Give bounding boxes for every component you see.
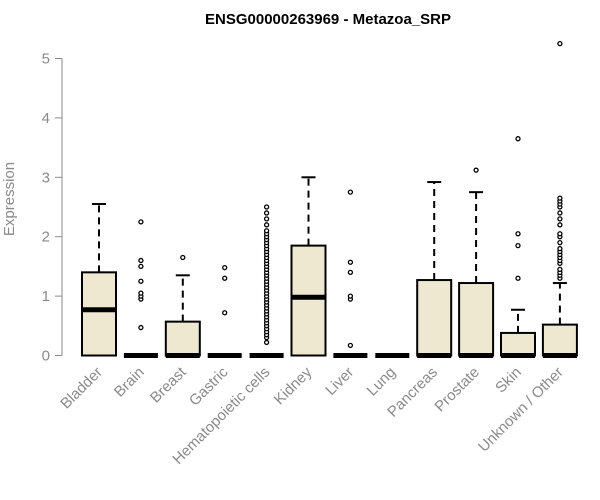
outlier-point (263, 222, 270, 228)
outlier-point (263, 339, 270, 346)
x-tick-label: Lung (364, 364, 400, 400)
outlier-point (515, 231, 521, 237)
y-tick-label: 3 (42, 169, 50, 186)
x-tick-label: Bladder (57, 364, 106, 413)
outlier-point (138, 219, 144, 225)
box-gastric (207, 264, 242, 358)
outlier-point (222, 264, 228, 271)
box-body (541, 323, 578, 357)
outlier-point (557, 210, 563, 216)
outlier-point (222, 310, 228, 316)
y-tick-label: 2 (42, 229, 50, 246)
y-tick-label: 5 (42, 51, 50, 68)
box-liver (333, 189, 368, 358)
outlier-point (263, 216, 270, 222)
outlier-point (557, 216, 563, 222)
boxes-group (81, 41, 578, 358)
x-tick-label: Kidney (271, 363, 316, 408)
outlier-point (557, 195, 563, 201)
outlier-point (180, 254, 186, 261)
outlier-point (347, 293, 354, 299)
outlier-point (557, 222, 563, 228)
outlier-point (557, 245, 563, 252)
x-tick-label: Prostate (431, 364, 483, 416)
x-tick-label: Breast (147, 363, 190, 406)
box-prostate (458, 167, 495, 358)
x-tick-label: Liver (322, 364, 357, 399)
outlier-point (138, 290, 144, 296)
outlier-point (557, 239, 563, 246)
box-skin (500, 136, 536, 358)
x-tick-label: Brain (111, 364, 148, 401)
outlier-point (347, 342, 354, 349)
y-tick-label: 1 (42, 288, 50, 305)
outlier-point (263, 210, 270, 216)
box-brain (123, 219, 158, 358)
outlier-point (263, 204, 270, 210)
chart-title: ENSG00000263969 - Metazoa_SRP (205, 11, 451, 28)
box-breast (164, 254, 201, 358)
outlier-point (138, 278, 144, 284)
box-body (81, 271, 117, 357)
box-body (458, 282, 495, 357)
y-tick-label: 4 (42, 110, 50, 127)
box-hematopoietic-cells (249, 204, 284, 358)
outlier-point (557, 41, 563, 47)
box-body (500, 331, 536, 357)
outlier-point (515, 275, 521, 281)
y-axis: 0 1 2 3 4 5 (42, 51, 63, 365)
outlier-point (222, 275, 228, 281)
box-bladder (81, 203, 117, 357)
outlier-point (138, 257, 144, 264)
outlier-point (515, 136, 521, 142)
outlier-point (515, 242, 521, 249)
box-pancreas (416, 181, 453, 358)
y-tick-label: 0 (42, 348, 50, 365)
outlier-point (347, 259, 354, 265)
outlier-point (557, 266, 563, 273)
outlier-point (557, 231, 563, 237)
outlier-point (473, 167, 479, 173)
box-body (290, 244, 327, 357)
box-unknown-other (541, 41, 578, 358)
y-axis-label: Expression (1, 162, 18, 236)
outlier-point (263, 228, 270, 234)
x-tick-label: Skin (492, 364, 525, 397)
box-body (416, 279, 453, 357)
box-body (164, 320, 201, 357)
outlier-point (347, 189, 354, 195)
box-kidney (290, 176, 327, 357)
outlier-point (138, 263, 144, 270)
outlier-point (347, 269, 354, 275)
outlier-point (138, 324, 144, 331)
